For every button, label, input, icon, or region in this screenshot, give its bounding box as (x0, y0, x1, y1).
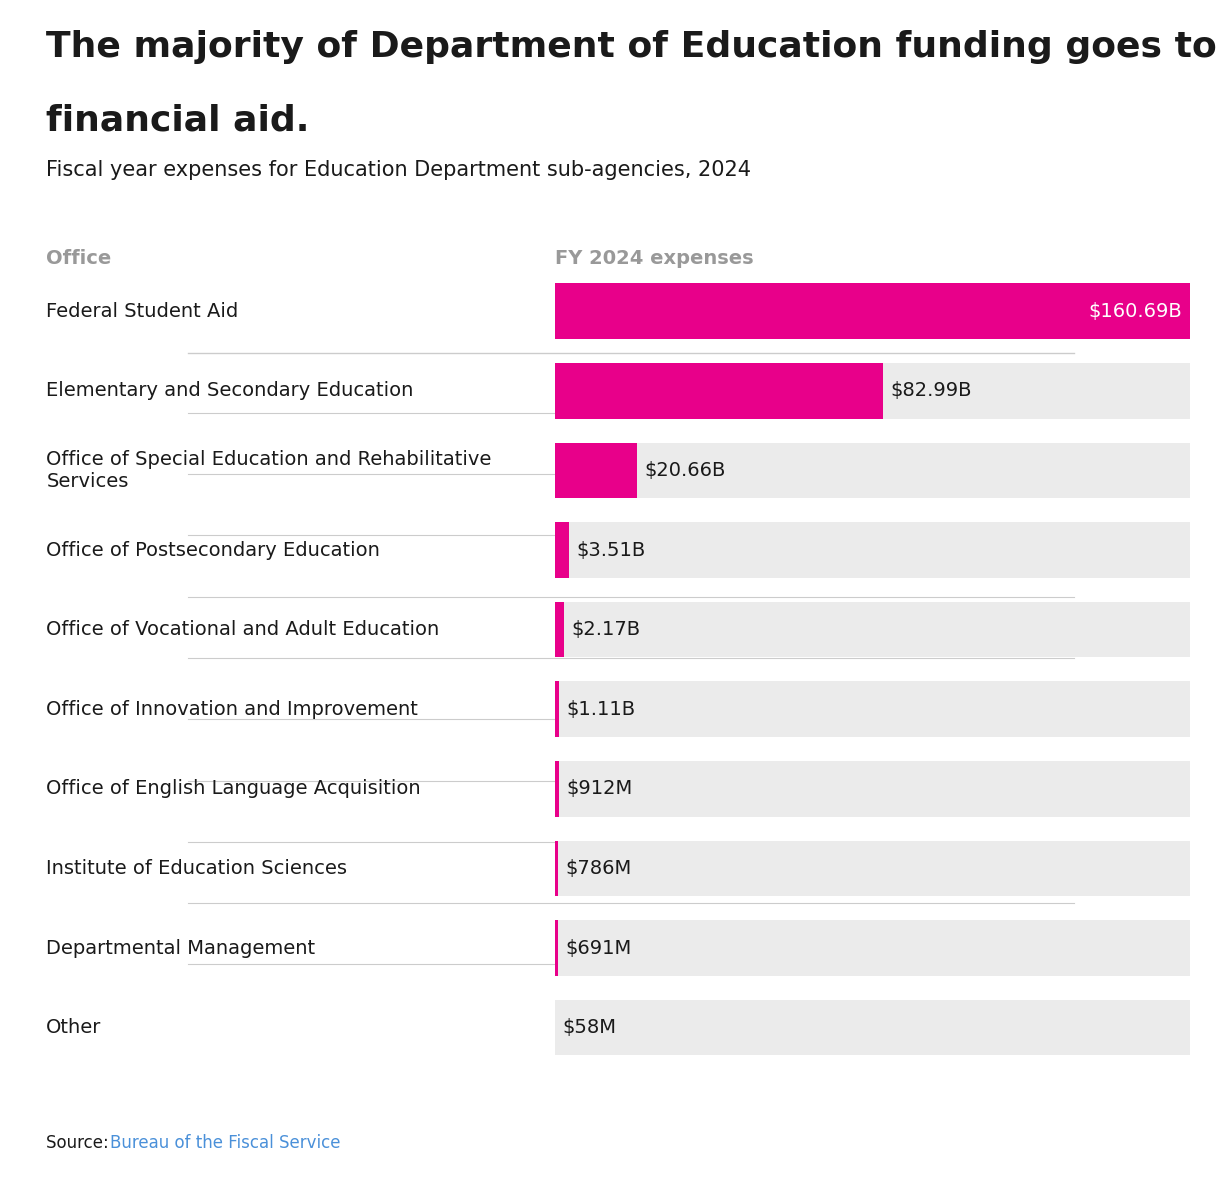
Text: $2.17B: $2.17B (571, 620, 640, 639)
Text: $3.51B: $3.51B (576, 541, 645, 560)
Text: Office: Office (46, 249, 111, 268)
Text: Bureau of the Fiscal Service: Bureau of the Fiscal Service (110, 1135, 340, 1152)
Text: Office of Special Education and Rehabilitative
Services: Office of Special Education and Rehabili… (46, 450, 492, 491)
Text: Office of Postsecondary Education: Office of Postsecondary Education (46, 541, 381, 560)
Text: $912M: $912M (566, 779, 632, 798)
Text: $691M: $691M (565, 939, 632, 958)
Text: Source:: Source: (46, 1135, 115, 1152)
Text: Office of English Language Acquisition: Office of English Language Acquisition (46, 779, 421, 798)
Text: $160.69B: $160.69B (1088, 302, 1182, 321)
Text: Elementary and Secondary Education: Elementary and Secondary Education (46, 381, 414, 400)
Text: $1.11B: $1.11B (567, 700, 636, 719)
Text: Departmental Management: Departmental Management (46, 939, 316, 958)
Text: Other: Other (46, 1018, 101, 1037)
Text: Federal Student Aid: Federal Student Aid (46, 302, 239, 321)
Text: Fiscal year expenses for Education Department sub-agencies, 2024: Fiscal year expenses for Education Depar… (46, 160, 752, 181)
Text: FY 2024 expenses: FY 2024 expenses (555, 249, 754, 268)
Text: financial aid.: financial aid. (46, 103, 310, 138)
Text: Office of Innovation and Improvement: Office of Innovation and Improvement (46, 700, 418, 719)
Text: Institute of Education Sciences: Institute of Education Sciences (46, 859, 348, 878)
Text: $82.99B: $82.99B (891, 381, 971, 400)
Text: $786M: $786M (566, 859, 632, 878)
Text: The majority of Department of Education funding goes to student: The majority of Department of Education … (46, 30, 1220, 64)
Text: $58M: $58M (562, 1018, 616, 1037)
Text: Office of Vocational and Adult Education: Office of Vocational and Adult Education (46, 620, 439, 639)
Text: $20.66B: $20.66B (644, 461, 726, 480)
